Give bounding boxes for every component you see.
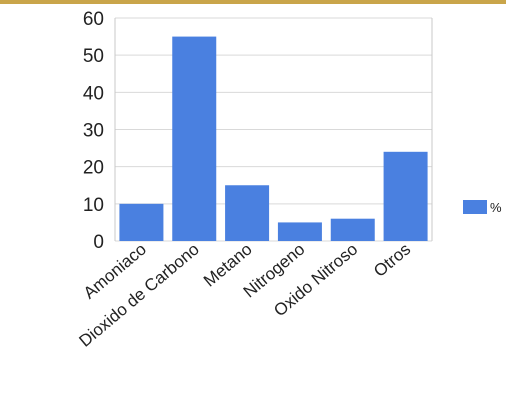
gridlines [114, 17, 433, 242]
bar-amoniaco [119, 203, 164, 241]
bar-metano [225, 185, 270, 241]
legend: % [463, 200, 502, 215]
bar-otros [383, 151, 428, 241]
top-rule [0, 0, 506, 4]
bar-oxido-nitroso [330, 218, 375, 241]
bar-dioxido-de-carbono [172, 36, 217, 242]
bar-nitrogeno [277, 222, 322, 241]
bars [119, 36, 428, 242]
y-tick-label: 20 [83, 158, 104, 179]
y-tick-label: 0 [93, 232, 104, 253]
y-axis-ticks: 0 10 20 30 40 50 60 [83, 9, 104, 253]
y-tick-label: 10 [83, 195, 104, 216]
y-tick-label: 50 [83, 46, 104, 67]
legend-label: % [490, 200, 502, 215]
y-tick-label: 40 [83, 83, 104, 104]
legend-swatch [463, 200, 487, 214]
y-tick-label: 60 [83, 9, 104, 30]
x-category-label: Otros [370, 240, 414, 281]
y-tick-label: 30 [83, 121, 104, 142]
